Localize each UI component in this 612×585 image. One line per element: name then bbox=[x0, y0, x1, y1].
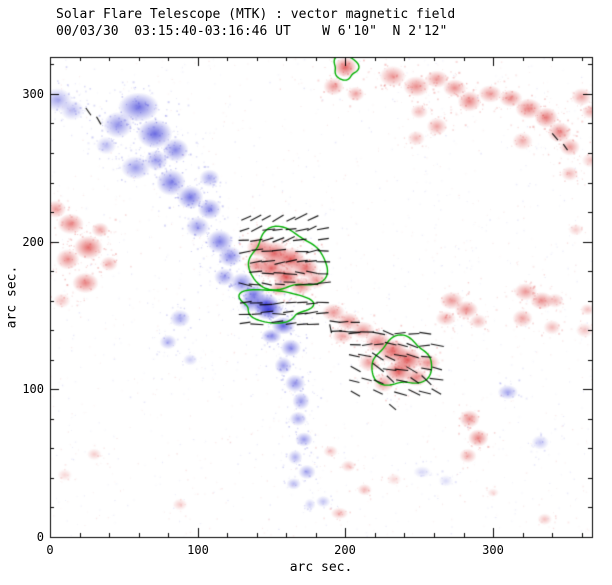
y-axis-label: arc sec. bbox=[4, 265, 20, 329]
plot-subtitle: 00/03/30 03:15:40-03:16:46 UT W 6'10" N … bbox=[56, 24, 448, 39]
x-tick-label-0: 0 bbox=[46, 543, 54, 557]
x-tick-label-200: 200 bbox=[334, 543, 356, 557]
y-tick-label-200: 200 bbox=[22, 235, 44, 249]
x-tick-label-300: 300 bbox=[482, 543, 504, 557]
plot-title: Solar Flare Telescope (MTK) : vector mag… bbox=[56, 7, 456, 22]
y-tick-label-300: 300 bbox=[22, 87, 44, 101]
x-axis-label: arc sec. bbox=[289, 560, 353, 575]
y-tick-label-0: 0 bbox=[36, 530, 44, 544]
y-tick-label-100: 100 bbox=[22, 382, 44, 396]
x-tick-label-100: 100 bbox=[187, 543, 209, 557]
